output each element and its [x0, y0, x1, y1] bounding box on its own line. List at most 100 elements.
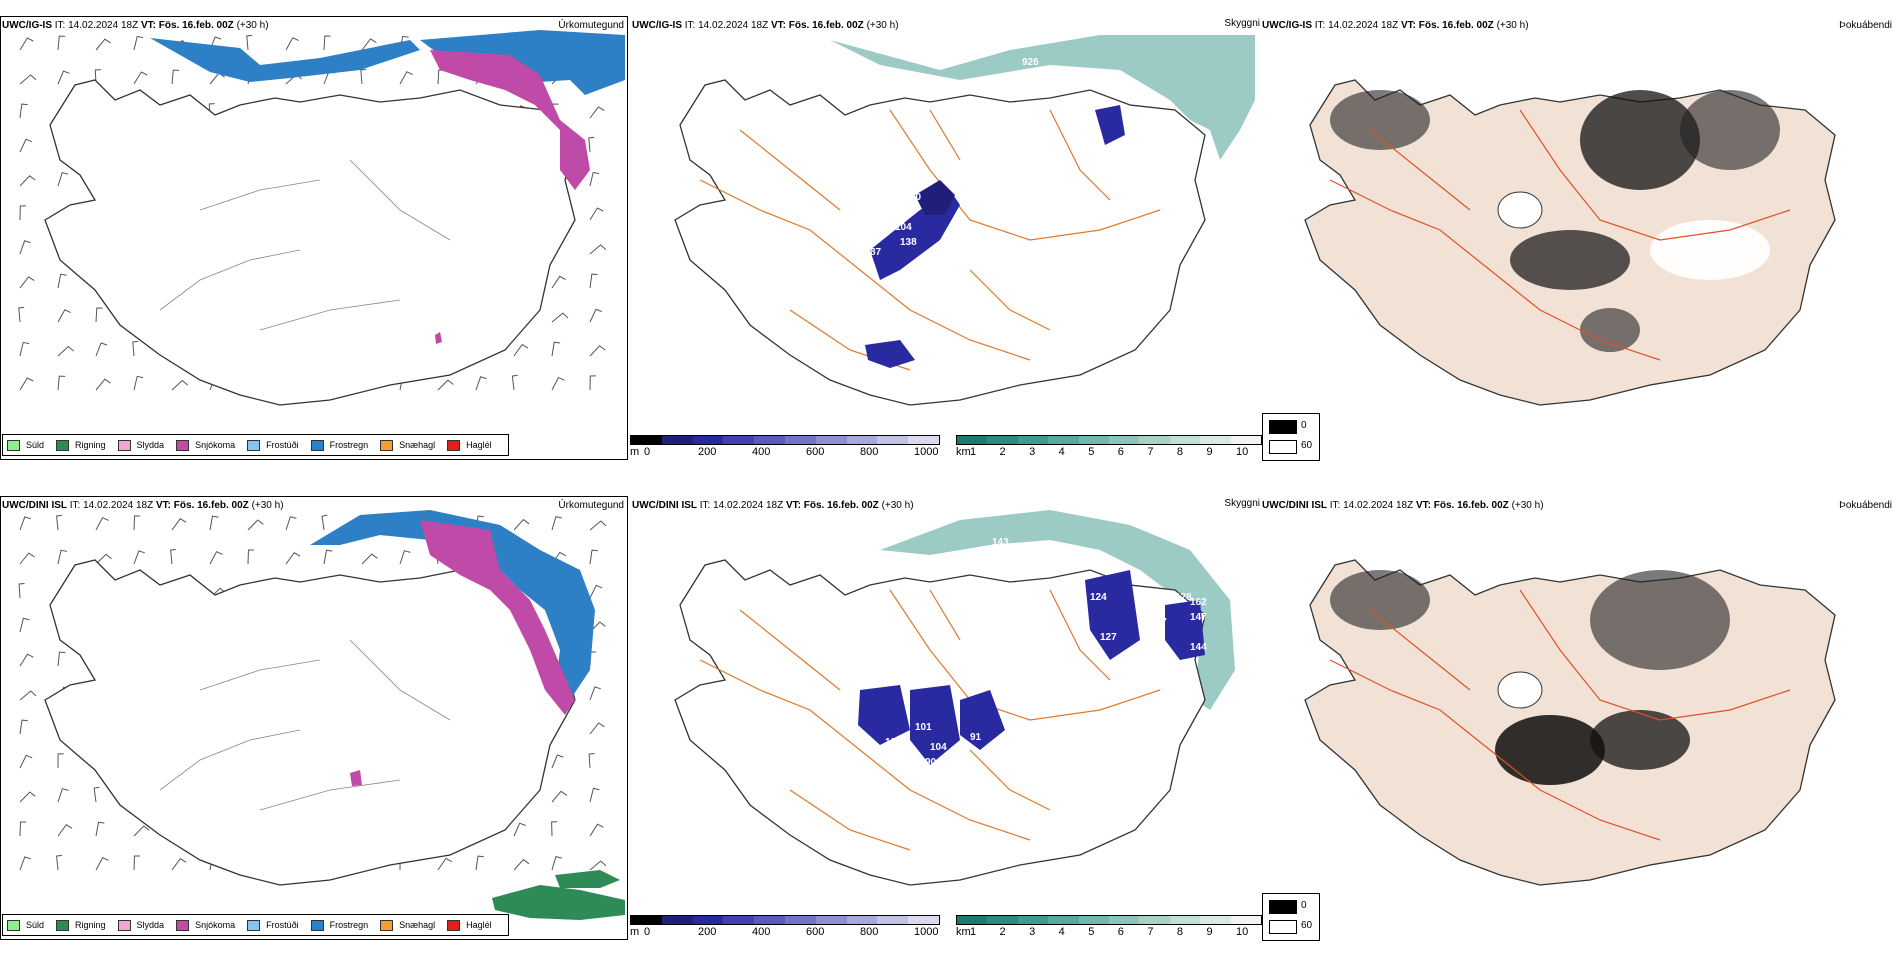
- scale-tick-label: 7: [1147, 926, 1154, 938]
- color-step: [815, 436, 847, 444]
- wind-barb: [551, 376, 565, 391]
- lead-time: (+30 h): [1511, 500, 1544, 511]
- wind-barb: [475, 376, 487, 391]
- glacier: [1497, 191, 1543, 229]
- wind-barb: [18, 583, 25, 599]
- scale-tick-label: 0: [644, 926, 651, 938]
- cloud-base-label: 91: [970, 732, 982, 743]
- wind-barb: [19, 653, 34, 667]
- wind-barb: [19, 552, 35, 565]
- fog-scale-label-min: 0: [1301, 420, 1307, 431]
- wind-barb: [209, 551, 223, 565]
- wind-barb: [95, 821, 105, 837]
- fog-scale: 0 60: [1262, 893, 1320, 941]
- wind-barb: [589, 375, 596, 391]
- wind-barb: [589, 273, 598, 289]
- it-label: IT:: [69, 500, 81, 511]
- valid-time: Fös. 16.feb. 00Z: [1433, 500, 1509, 511]
- wind-barb: [399, 550, 411, 565]
- fog-scale-label-max: 60: [1301, 920, 1313, 931]
- scale-tick-label: 10: [1236, 926, 1249, 938]
- roads: [159, 159, 451, 331]
- scale-tick-label: 400: [752, 926, 771, 938]
- legend-label: Frostúði: [266, 920, 299, 930]
- wind-barb: [285, 552, 301, 565]
- scale-tick-label: 9: [1206, 926, 1213, 938]
- wind-barb: [170, 548, 176, 565]
- wind-barb: [133, 825, 150, 837]
- wind-barb: [95, 38, 111, 51]
- fog-scale: 0 60: [1262, 413, 1320, 461]
- scale-tick-label: 4: [1058, 926, 1065, 938]
- scale-tick-label: 600: [806, 926, 825, 938]
- wind-barb: [171, 518, 187, 531]
- row-dini-isl: UWC/DINI ISL IT: 14.02.2024 18Z VT: Fös.…: [0, 490, 1900, 960]
- wind-barb: [551, 275, 566, 289]
- wind-barb: [19, 754, 33, 769]
- legend-label: Snæhagl: [399, 440, 436, 450]
- panel-header: UWC/DINI ISL IT: 14.02.2024 18Z VT: Fös.…: [632, 500, 914, 511]
- visibility-panel: 143 124 147 128 162 147 127 144 102 101 104 91 103 90…: [630, 490, 1262, 940]
- legend-item: Snæhagl: [380, 439, 436, 451]
- wind-barb: [132, 340, 139, 357]
- scale-tick-label: 800: [860, 926, 879, 938]
- color-step: [723, 436, 755, 444]
- low-ceiling-area: [1085, 570, 1140, 660]
- wind-barb: [551, 341, 561, 357]
- wind-barb: [19, 617, 30, 633]
- wind-barb: [57, 824, 73, 837]
- legend-label: Snjókoma: [195, 440, 236, 450]
- color-step: [1139, 916, 1170, 924]
- wind-barb: [57, 549, 67, 565]
- wind-barb: [19, 690, 37, 701]
- scale-unit: km: [956, 926, 971, 938]
- legend-swatch: [176, 439, 190, 451]
- legend-item: Haglél: [447, 919, 492, 931]
- wind-barb: [437, 379, 454, 391]
- visibility-haze: [830, 35, 1255, 160]
- cloud-base-label: 101: [915, 722, 932, 733]
- snjokoma-area: [430, 50, 590, 190]
- wind-barb: [437, 857, 452, 871]
- wind-barb: [247, 519, 264, 531]
- fog-indicator-panel: UWC/IG-IS IT: 14.02.2024 18Z VT: Fös. 16…: [1260, 10, 1900, 460]
- vt-label: VT:: [785, 500, 801, 511]
- legend-item: Frostúði: [247, 919, 299, 931]
- panel-title: Skyggni: [1224, 498, 1260, 509]
- wind-barb: [171, 379, 189, 391]
- cloud-base-label: 143: [992, 537, 1009, 548]
- legend-swatch: [247, 439, 261, 451]
- scale-tick-label: 600: [806, 446, 825, 458]
- color-step: [784, 916, 816, 924]
- fog-zone: [1510, 230, 1630, 290]
- color-step: [957, 436, 988, 444]
- legend-swatch: [176, 919, 190, 931]
- rigning-area: [555, 870, 620, 888]
- wind-barb: [551, 821, 558, 837]
- legend-label: Frostúði: [266, 440, 299, 450]
- color-step: [1017, 436, 1049, 444]
- legend-item: Slydda: [117, 439, 164, 451]
- scale-tick-label: 1000: [914, 446, 939, 458]
- scale-unit: m: [630, 446, 640, 458]
- row-ig-is: UWC/IG-IS IT: 14.02.2024 18Z VT: Fös. 16…: [0, 10, 1900, 480]
- fog-zone: [1580, 308, 1640, 352]
- fog-map: [1304, 559, 1836, 886]
- wind-barb: [93, 786, 100, 803]
- fog-scale-black: [1269, 420, 1297, 434]
- wind-barb: [361, 38, 377, 51]
- color-step: [908, 916, 939, 924]
- legend-label: Súld: [26, 920, 45, 930]
- wind-barb: [19, 719, 28, 735]
- legend-swatch: [117, 919, 131, 931]
- wind-barb: [19, 103, 28, 119]
- color-bar: [630, 435, 940, 445]
- vt-label: VT:: [770, 20, 786, 31]
- scale-tick-label: 6: [1117, 446, 1124, 458]
- color-step: [987, 436, 1018, 444]
- wind-barb: [285, 516, 297, 531]
- legend-swatch: [447, 919, 461, 931]
- color-step: [723, 916, 755, 924]
- valid-time: Fös. 16.feb. 00Z: [173, 500, 249, 511]
- legend-swatch: [310, 919, 324, 931]
